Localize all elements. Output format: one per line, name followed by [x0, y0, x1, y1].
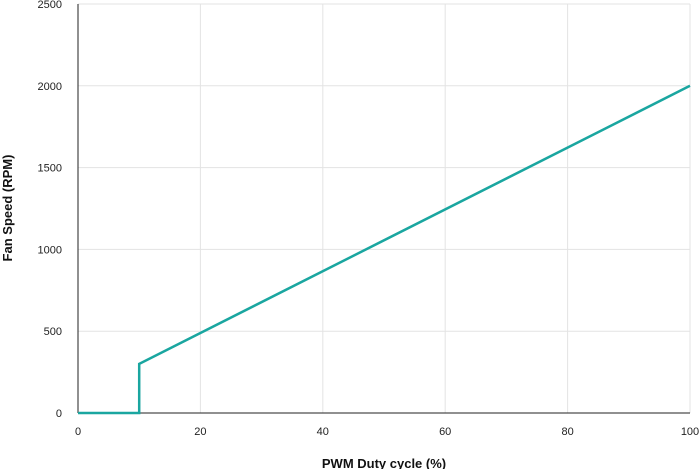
y-tick-label: 500 — [44, 326, 62, 338]
y-tick-label: 2500 — [38, 0, 62, 11]
x-tick-label: 60 — [439, 426, 451, 438]
grid-layer — [78, 3, 691, 413]
y-tick-label: 1000 — [38, 244, 62, 256]
x-tick-label: 80 — [561, 426, 573, 438]
axis-layer — [77, 4, 690, 414]
x-tick-label: 40 — [317, 426, 329, 438]
x-tick-label: 20 — [194, 426, 206, 438]
series-layer — [78, 84, 691, 415]
x-tick-label: 100 — [681, 426, 699, 438]
x-tick-label: 0 — [75, 426, 81, 438]
x-axis-title: PWM Duty cycle (%) — [322, 456, 446, 469]
y-tick-label: 1500 — [38, 163, 62, 175]
y-tick-label: 0 — [56, 408, 62, 420]
y-axis-title: Fan Speed (RPM) — [0, 155, 15, 262]
series-line — [78, 84, 691, 415]
y-tick-label: 2000 — [38, 81, 62, 93]
